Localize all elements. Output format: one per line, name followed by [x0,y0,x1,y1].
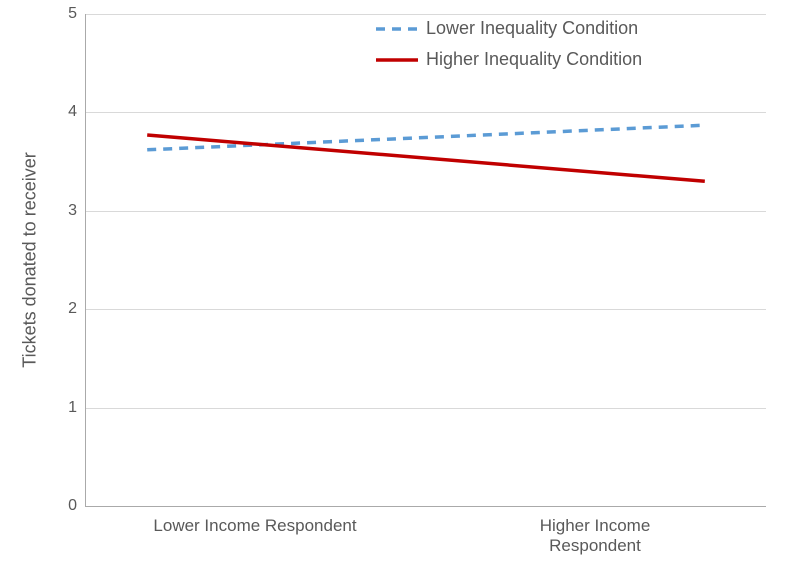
gridline [86,211,766,212]
y-axis-title: Tickets donated to receiver [20,152,41,367]
legend-swatch [376,54,418,66]
legend-item: Lower Inequality Condition [376,18,642,39]
y-tick-label: 2 [57,300,77,318]
y-tick-label: 4 [57,103,77,121]
legend-label: Lower Inequality Condition [426,18,638,39]
x-tick-label: Lower Income Respondent [153,516,356,536]
y-tick-label: 3 [57,202,77,220]
series-line [147,135,705,181]
y-tick-label: 5 [57,5,77,23]
legend-label: Higher Inequality Condition [426,49,642,70]
gridline [86,112,766,113]
legend-item: Higher Inequality Condition [376,49,642,70]
series-line [147,125,705,150]
gridline [86,14,766,15]
legend-swatch [376,23,418,35]
gridline [86,309,766,310]
chart-container: Tickets donated to receiver Lower Inequa… [0,0,796,568]
x-tick-label: Higher Income Respondent [495,516,696,556]
y-tick-label: 1 [57,399,77,417]
y-tick-label: 0 [57,497,77,515]
plot-area [85,14,766,507]
legend: Lower Inequality Condition Higher Inequal… [376,18,642,70]
gridline [86,408,766,409]
chart-lines-svg [86,14,766,506]
